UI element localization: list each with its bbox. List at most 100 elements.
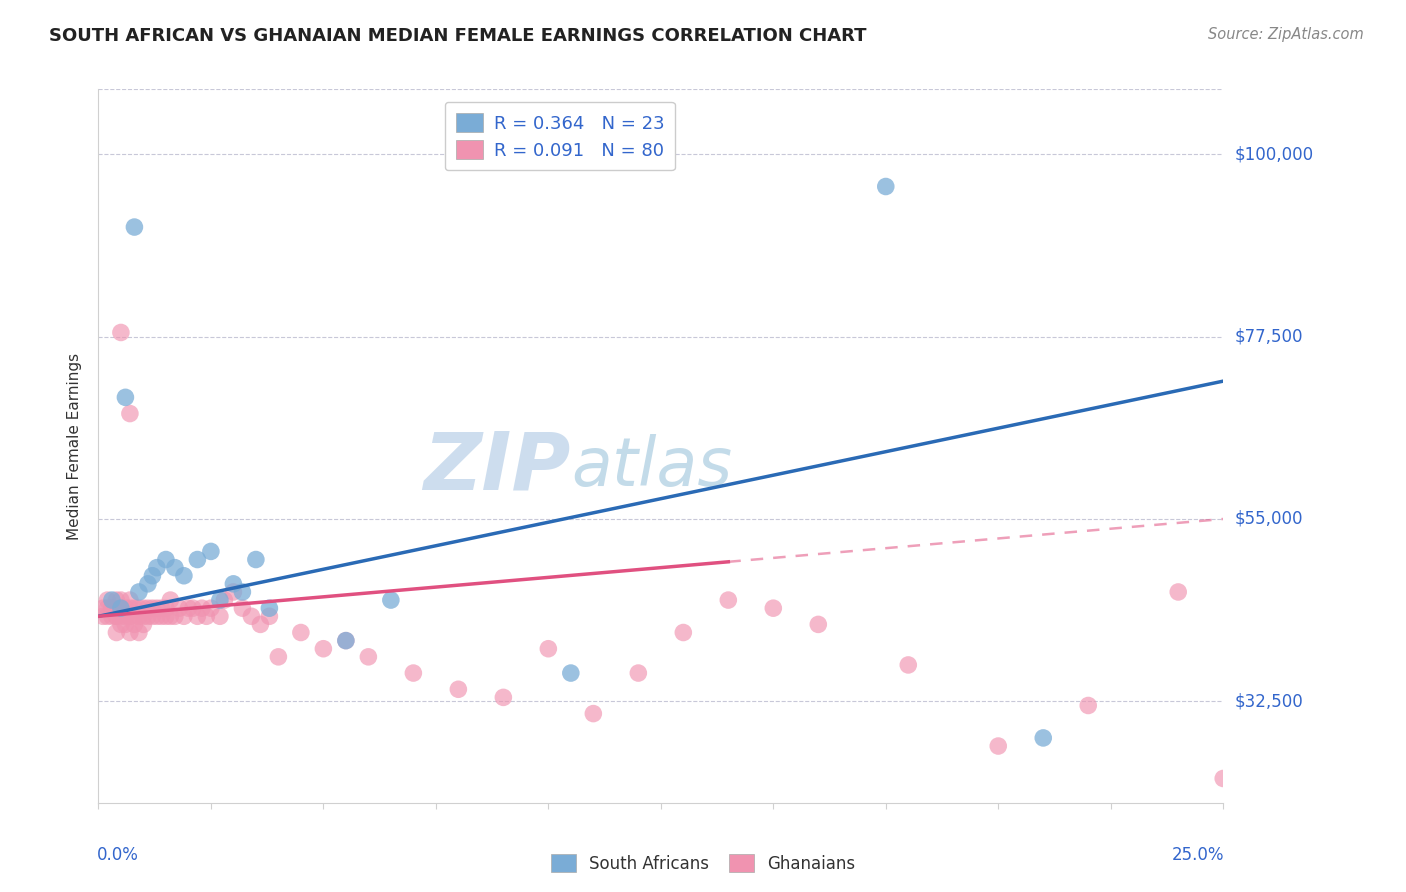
Point — [897, 657, 920, 672]
Point — [627, 666, 650, 681]
Text: $32,500: $32,500 — [1234, 692, 1303, 710]
Point — [492, 690, 515, 705]
Point — [231, 585, 253, 599]
Point — [762, 601, 785, 615]
Point — [195, 609, 218, 624]
Point — [146, 609, 169, 624]
Point — [1167, 585, 1189, 599]
Point — [186, 609, 208, 624]
Point — [163, 560, 186, 574]
Point — [136, 609, 159, 624]
Point — [146, 601, 169, 615]
Point — [105, 609, 128, 624]
Point — [101, 593, 124, 607]
Text: Source: ZipAtlas.com: Source: ZipAtlas.com — [1208, 27, 1364, 42]
Point — [357, 649, 380, 664]
Point — [155, 552, 177, 566]
Point — [101, 609, 124, 624]
Point — [110, 609, 132, 624]
Point — [110, 326, 132, 340]
Point — [96, 601, 118, 615]
Point — [335, 633, 357, 648]
Point — [672, 625, 695, 640]
Point — [177, 601, 200, 615]
Point — [537, 641, 560, 656]
Point — [173, 609, 195, 624]
Point — [582, 706, 605, 721]
Point — [249, 617, 271, 632]
Point — [163, 609, 186, 624]
Point — [259, 609, 281, 624]
Point — [402, 666, 425, 681]
Point — [128, 609, 150, 624]
Point — [91, 601, 114, 615]
Point — [141, 601, 163, 615]
Point — [155, 601, 177, 615]
Point — [96, 609, 118, 624]
Point — [114, 609, 136, 624]
Point — [231, 601, 253, 615]
Point — [447, 682, 470, 697]
Point — [222, 577, 245, 591]
Point — [136, 577, 159, 591]
Legend: R = 0.364   N = 23, R = 0.091   N = 80: R = 0.364 N = 23, R = 0.091 N = 80 — [444, 102, 675, 170]
Point — [240, 609, 263, 624]
Point — [141, 568, 163, 582]
Point — [1077, 698, 1099, 713]
Point — [136, 601, 159, 615]
Point — [380, 593, 402, 607]
Point — [101, 601, 124, 615]
Point — [118, 407, 141, 421]
Text: $77,500: $77,500 — [1234, 327, 1303, 345]
Point — [101, 601, 124, 615]
Point — [169, 601, 191, 615]
Point — [132, 617, 155, 632]
Point — [141, 609, 163, 624]
Point — [560, 666, 582, 681]
Point — [245, 552, 267, 566]
Text: ZIP: ZIP — [423, 428, 571, 507]
Point — [267, 649, 290, 664]
Point — [110, 601, 132, 615]
Point — [128, 585, 150, 599]
Point — [290, 625, 312, 640]
Point — [222, 585, 245, 599]
Point — [118, 625, 141, 640]
Point — [118, 609, 141, 624]
Point — [118, 601, 141, 615]
Point — [186, 552, 208, 566]
Point — [110, 601, 132, 615]
Point — [155, 609, 177, 624]
Point — [259, 601, 281, 615]
Point — [335, 633, 357, 648]
Point — [118, 593, 141, 607]
Text: 0.0%: 0.0% — [97, 846, 139, 863]
Point — [208, 593, 231, 607]
Point — [191, 601, 214, 615]
Point — [150, 609, 173, 624]
Text: $100,000: $100,000 — [1234, 145, 1313, 163]
Point — [110, 593, 132, 607]
Point — [91, 609, 114, 624]
Point — [807, 617, 830, 632]
Point — [105, 609, 128, 624]
Point — [132, 601, 155, 615]
Point — [114, 617, 136, 632]
Point — [124, 609, 146, 624]
Point — [124, 617, 146, 632]
Point — [105, 625, 128, 640]
Legend: South Africans, Ghanaians: South Africans, Ghanaians — [544, 847, 862, 880]
Point — [987, 739, 1010, 753]
Text: 25.0%: 25.0% — [1171, 846, 1225, 863]
Point — [96, 593, 118, 607]
Point — [114, 390, 136, 404]
Point — [1212, 772, 1234, 786]
Point — [124, 601, 146, 615]
Text: SOUTH AFRICAN VS GHANAIAN MEDIAN FEMALE EARNINGS CORRELATION CHART: SOUTH AFRICAN VS GHANAIAN MEDIAN FEMALE … — [49, 27, 866, 45]
Point — [128, 625, 150, 640]
Point — [214, 593, 236, 607]
Point — [146, 560, 169, 574]
Point — [875, 179, 897, 194]
Point — [114, 601, 136, 615]
Point — [132, 609, 155, 624]
